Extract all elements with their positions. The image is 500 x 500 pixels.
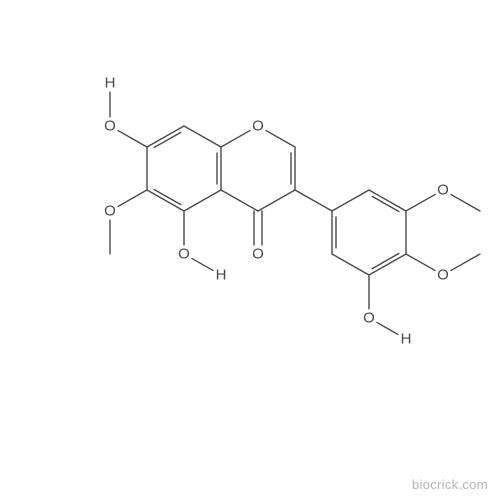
svg-text:O: O [252,118,264,135]
svg-text:O: O [178,246,190,263]
svg-text:H: H [105,75,116,92]
svg-text:O: O [437,267,449,284]
svg-text:O: O [363,310,375,327]
svg-text:O: O [104,203,116,220]
svg-text:O: O [437,182,449,199]
watermark-text: biocrick.com [412,477,488,492]
molecule-svg: O O O O H O H O H O O [0,0,500,500]
svg-text:O: O [104,118,116,135]
svg-text:H: H [401,331,412,348]
svg-text:H: H [216,267,227,284]
svg-text:O: O [252,246,264,263]
molecule-canvas: O O O O H O H O H O O biocrick.com [0,0,500,500]
